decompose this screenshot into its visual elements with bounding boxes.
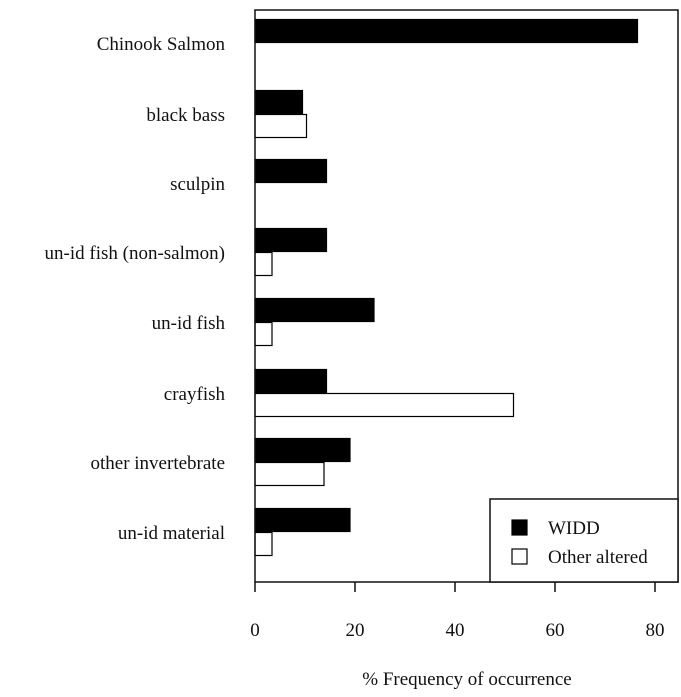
x-axis-title: % Frequency of occurrence [362,669,571,690]
bar-widd-black-bass [254,89,304,115]
category-label-chinook-salmon: Chinook Salmon [97,34,226,55]
plot-frame [254,9,679,583]
category-label-un-id-fish-non-salmon: un-id fish (non-salmon) [45,243,225,264]
bar-other-altered-black-bass [254,113,308,139]
bar-widd-chinook-salmon [254,18,639,44]
legend: WIDD Other altered [489,498,679,583]
bar-other-altered-crayfish [254,392,515,418]
legend-swatch-other-altered [511,548,528,565]
x-tick-label: 20 [346,620,365,641]
category-label-other-invertebrate: other invertebrate [90,453,225,474]
bar-other-altered-other-invertebrate [254,461,325,487]
x-tick-label: 40 [446,620,465,641]
legend-label-widd: WIDD [548,518,600,539]
category-label-sculpin: sculpin [170,174,225,195]
bar-widd-un-id-material [254,507,351,533]
category-label-un-id-fish: un-id fish [152,313,226,334]
bar-other-altered-un-id-fish [254,321,273,347]
category-label-crayfish: crayfish [164,384,226,405]
legend-label-other-altered: Other altered [548,547,648,568]
bar-widd-un-id-fish [254,297,375,323]
bars-layer [254,18,639,557]
legend-box [489,498,679,583]
x-axis-ticks: 0 20 40 60 80 [250,582,665,641]
x-tick-label: 60 [546,620,565,641]
category-labels: Chinook Salmon black bass sculpin un-id fis… [45,34,226,544]
category-label-un-id-material: un-id material [118,523,225,544]
x-tick-label: 0 [250,620,260,641]
bar-other-altered-un-id-fish-non-salmon [254,251,273,277]
x-tick-label: 80 [646,620,665,641]
bar-widd-other-invertebrate [254,437,351,463]
legend-swatch-widd [511,519,528,536]
bar-other-altered-un-id-material [254,531,273,557]
bar-widd-sculpin [254,158,328,184]
bar-widd-un-id-fish-non-salmon [254,227,328,253]
bar-widd-crayfish [254,368,328,394]
category-label-black-bass: black bass [146,105,225,126]
